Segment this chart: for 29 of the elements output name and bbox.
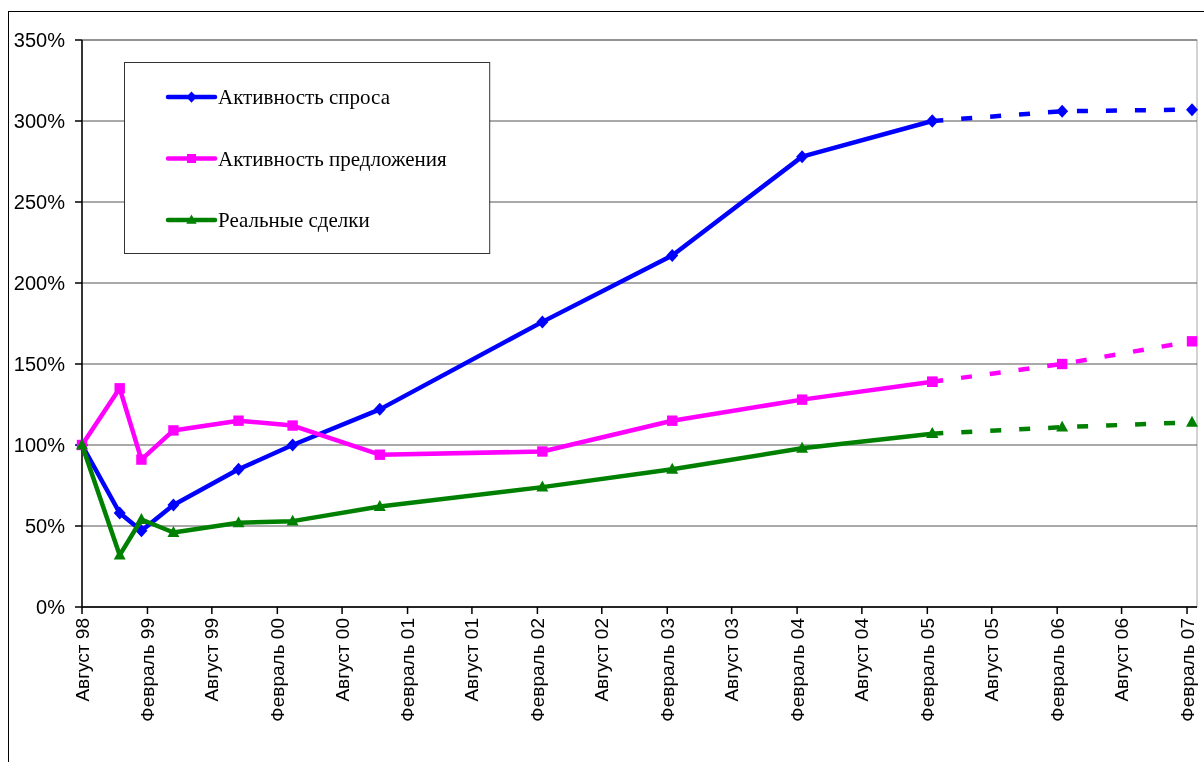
x-tick-label: Февраль 07 <box>1176 618 1198 722</box>
x-tick-label: Февраль 03 <box>656 618 678 722</box>
x-tick-label: Февраль 01 <box>397 618 419 722</box>
y-tick-label: 150% <box>13 353 66 375</box>
y-tick-label: 50% <box>24 515 66 537</box>
y-tick-label: 250% <box>13 191 66 213</box>
legend-label: Активность спроса <box>218 85 391 109</box>
legend-label: Реальные сделки <box>218 208 370 232</box>
x-tick-label: Февраль 02 <box>526 618 548 722</box>
x-tick-label: Август 03 <box>721 618 743 702</box>
x-tick-label: Август 98 <box>71 618 93 702</box>
x-tick-label: Август 99 <box>201 618 223 702</box>
y-tick-label: 100% <box>13 434 66 456</box>
y-tick-label: 300% <box>13 110 66 132</box>
y-tick-label: 0% <box>36 596 66 618</box>
x-tick-label: Август 02 <box>591 618 613 702</box>
legend-label: Активность предложения <box>218 146 447 171</box>
x-tick-label: Август 06 <box>1111 618 1133 702</box>
x-tick-label: Февраль 04 <box>786 617 808 722</box>
x-tick-label: Февраль 00 <box>266 618 288 722</box>
x-tick-label: Февраль 05 <box>916 618 938 722</box>
x-tick-label: Февраль 06 <box>1046 618 1068 722</box>
y-tick-label: 200% <box>13 272 66 294</box>
x-tick-label: Август 01 <box>461 618 483 702</box>
x-tick-label: Февраль 99 <box>136 618 158 722</box>
x-tick-label: Август 04 <box>851 617 873 702</box>
x-tick-label: Август 05 <box>981 618 1003 702</box>
x-tick-label: Август 00 <box>331 618 353 702</box>
y-tick-label: 350% <box>13 29 66 51</box>
